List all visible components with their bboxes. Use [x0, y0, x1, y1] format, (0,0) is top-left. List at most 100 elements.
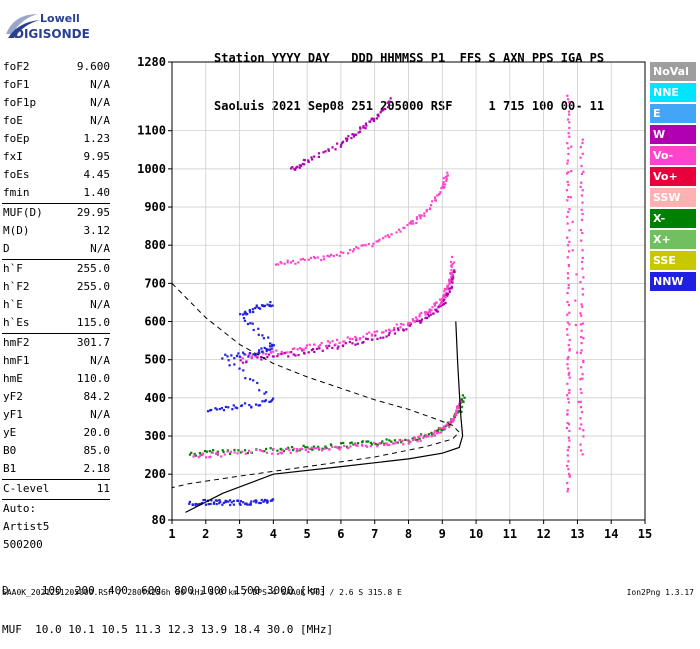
echo-point	[328, 255, 331, 258]
param-name: h`E	[3, 298, 23, 311]
echo-point	[320, 258, 323, 262]
echo-point	[407, 323, 410, 326]
echo-point	[444, 296, 447, 299]
echo-point	[269, 301, 272, 304]
echo-point	[373, 330, 376, 334]
echo-point	[566, 291, 569, 295]
echo-point	[188, 500, 191, 504]
echo-point	[290, 351, 293, 354]
echo-point	[452, 417, 455, 421]
echo-point	[438, 192, 441, 196]
echo-point	[271, 304, 274, 307]
echo-point	[288, 449, 291, 452]
echo-point	[265, 347, 268, 351]
echo-point	[404, 438, 407, 442]
echo-point	[451, 273, 454, 277]
param-name: B1	[3, 462, 17, 475]
echo-point	[265, 391, 268, 394]
echo-point	[581, 212, 584, 216]
echo-point	[420, 434, 423, 437]
echo-point	[220, 406, 223, 410]
echo-point	[246, 312, 249, 316]
echo-point	[370, 443, 374, 446]
echo-point	[359, 127, 362, 130]
echo-point	[263, 392, 266, 395]
echo-point	[427, 435, 430, 438]
echo-point	[226, 355, 229, 358]
echo-point	[248, 503, 251, 506]
echo-point	[567, 132, 570, 135]
echo-point	[377, 113, 380, 116]
echo-point	[212, 502, 215, 505]
echo-point	[385, 442, 388, 445]
echo-point	[579, 351, 582, 355]
echo-point	[580, 194, 584, 197]
echo-point	[322, 151, 325, 154]
echo-point	[580, 366, 583, 369]
echo-point	[327, 149, 330, 152]
echo-point	[239, 313, 242, 316]
param-name: hmF1	[3, 354, 30, 367]
echo-point	[579, 417, 582, 420]
echo-point	[568, 113, 571, 116]
echo-point	[359, 126, 362, 129]
echo-point	[397, 329, 400, 332]
param-name: foF2	[3, 60, 30, 73]
echo-point	[381, 440, 384, 443]
echo-point	[415, 216, 419, 219]
echo-point	[580, 423, 583, 426]
echo-point	[567, 171, 570, 174]
echo-point	[582, 429, 585, 432]
echo-point	[422, 436, 425, 439]
param-value: 11	[96, 482, 110, 495]
param-row: foF2 9.600	[2, 58, 110, 76]
echo-point	[570, 170, 573, 173]
echo-point	[417, 435, 420, 439]
echo-point	[225, 500, 228, 503]
echo-point	[362, 126, 365, 129]
echo-point	[257, 306, 260, 309]
echo-point	[196, 503, 199, 506]
echo-point	[349, 442, 352, 445]
echo-point	[253, 500, 256, 503]
echo-point	[567, 286, 570, 290]
echo-point	[266, 356, 269, 359]
echo-point	[206, 410, 210, 413]
echo-point	[566, 487, 570, 491]
echo-point	[566, 363, 569, 366]
echo-point	[336, 142, 339, 145]
echo-point	[226, 450, 229, 453]
echo-point	[429, 310, 432, 314]
echo-point	[357, 442, 360, 445]
echo-point	[460, 405, 463, 408]
param-row: h`F 255.0	[2, 260, 110, 278]
echo-point	[193, 452, 196, 456]
echo-point	[317, 345, 320, 348]
echo-point	[216, 450, 219, 453]
echo-point	[566, 159, 569, 162]
echo-point	[327, 148, 330, 151]
param-value: 115.0	[76, 316, 110, 329]
echo-point	[453, 270, 456, 273]
echo-point	[235, 354, 239, 358]
echo-point	[313, 447, 316, 450]
echo-point	[419, 321, 422, 324]
param-name: hmE	[3, 372, 23, 385]
echo-point	[423, 435, 426, 438]
logo-line1: Lowell	[40, 12, 80, 25]
echo-point	[416, 319, 419, 322]
param-row: hmF2 301.7	[2, 334, 110, 352]
echo-point	[568, 126, 571, 130]
echo-point	[364, 244, 367, 247]
echo-point	[282, 450, 286, 453]
echo-point	[352, 443, 355, 446]
param-value: 1.23	[83, 132, 111, 145]
echo-point	[220, 455, 223, 458]
echo-point	[331, 340, 334, 343]
echo-point	[566, 394, 569, 397]
echo-point	[450, 255, 454, 259]
legend-item: W	[650, 125, 696, 144]
echo-point	[353, 133, 356, 136]
echo-point	[582, 170, 585, 173]
echo-point	[341, 344, 345, 347]
